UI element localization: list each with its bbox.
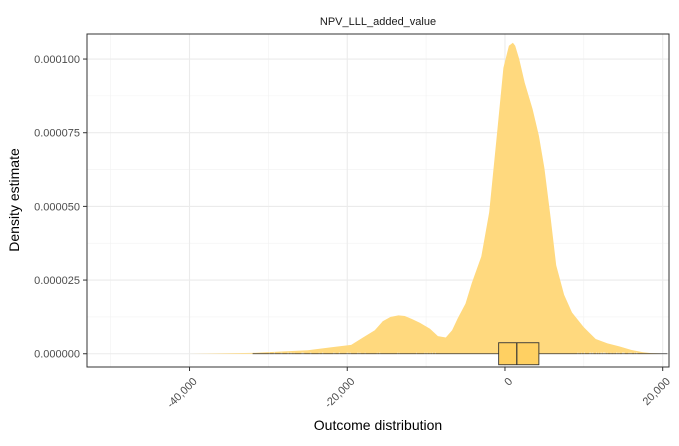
boxplot-layer <box>252 342 668 366</box>
chart-title: NPV_LLL_added_value <box>320 16 436 28</box>
y-tick-label: 0.000000 <box>34 349 80 361</box>
y-axis-label: Density estimate <box>6 148 22 252</box>
y-tick-label: 0.000100 <box>34 54 80 66</box>
y-tick-label: 0.000025 <box>34 275 80 287</box>
density-area <box>87 42 669 354</box>
x-tick-label: -20,000 <box>323 376 358 411</box>
plot-border <box>86 33 670 368</box>
x-tick-label: 20,000 <box>641 376 673 408</box>
x-tick-label: 0 <box>502 376 515 389</box>
plot-background <box>87 34 669 367</box>
y-tick-label: 0.000050 <box>34 201 80 213</box>
x-tick-label: -40,000 <box>165 376 200 411</box>
boxplot-box <box>498 342 540 366</box>
y-tick-label: 0.000075 <box>34 128 80 140</box>
density-area-layer <box>87 42 669 354</box>
x-axis-label: Outcome distribution <box>314 417 442 433</box>
